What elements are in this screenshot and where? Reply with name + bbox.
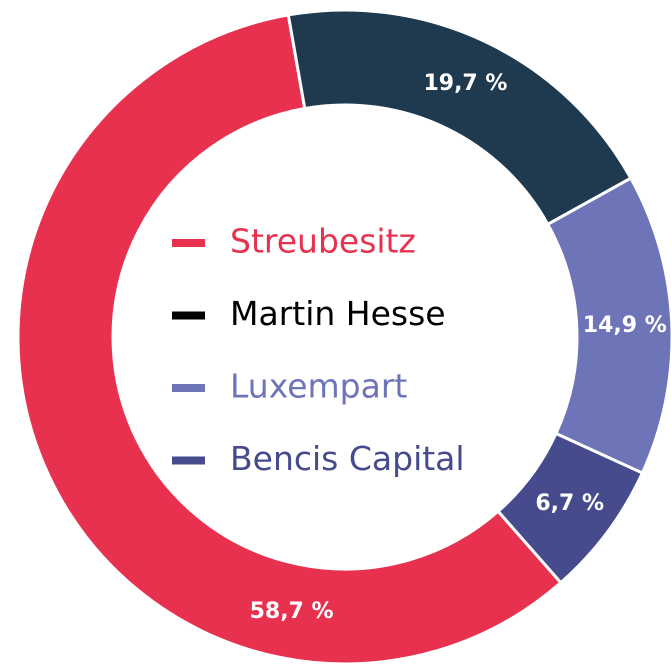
slice-label: 58,7 % — [250, 599, 334, 624]
legend-marker — [172, 456, 205, 465]
legend-marker — [172, 311, 205, 320]
legend-marker — [172, 239, 205, 247]
legend-text: Martin Hesse — [230, 294, 446, 333]
donut-slice — [16, 13, 563, 664]
legend-text: Luxempart — [230, 367, 407, 406]
legend-text: Bencis Capital — [230, 439, 465, 478]
donut-slice — [496, 431, 645, 585]
donut-slice — [286, 8, 633, 227]
legend-marker — [172, 384, 205, 392]
slice-label: 14,9 % — [583, 313, 667, 338]
legend-text: Streubesitz — [230, 222, 416, 261]
slice-label: 19,7 % — [423, 71, 507, 96]
slice-label: 6,7 % — [535, 491, 604, 516]
